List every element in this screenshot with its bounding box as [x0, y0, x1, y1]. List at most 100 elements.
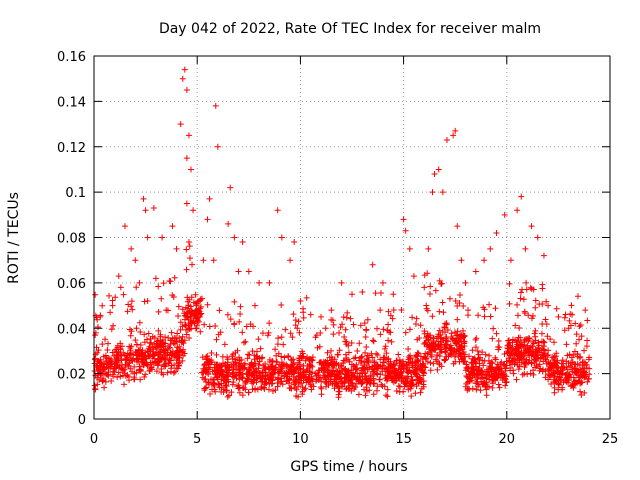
- data-point-cloud: [295, 318, 302, 325]
- data-point-cloud: [343, 386, 350, 393]
- data-point: [522, 245, 529, 252]
- data-point-cloud: [183, 246, 190, 253]
- data-point-cloud: [219, 353, 226, 360]
- data-point: [318, 313, 325, 320]
- data-point-cloud: [322, 378, 329, 385]
- data-point-cloud: [503, 379, 510, 386]
- data-point-cloud: [469, 385, 476, 392]
- data-point-cloud: [175, 365, 182, 372]
- data-point-cloud: [413, 383, 420, 390]
- data-point: [210, 257, 217, 264]
- data-point-cloud: [421, 364, 428, 371]
- data-point-cloud: [111, 369, 118, 376]
- data-point-cloud: [513, 376, 520, 383]
- data-point-cloud: [180, 346, 187, 353]
- data-point-cloud: [584, 378, 591, 385]
- data-point: [150, 205, 157, 212]
- data-point: [183, 200, 190, 207]
- y-tick-label: 0.04: [57, 322, 86, 337]
- data-point-cloud: [111, 352, 118, 359]
- data-point-cloud: [299, 348, 306, 355]
- data-point-cloud: [170, 340, 177, 347]
- data-point-cloud: [99, 377, 106, 384]
- data-point-cloud: [473, 363, 480, 370]
- data-point-cloud: [377, 356, 384, 363]
- data-point-cloud: [522, 360, 529, 367]
- data-point-cloud: [229, 381, 236, 388]
- data-point-cloud: [547, 365, 554, 372]
- data-point-cloud: [412, 321, 419, 328]
- data-point-cloud: [540, 358, 547, 365]
- data-point-cloud: [253, 379, 260, 386]
- data-point-cloud: [109, 349, 116, 356]
- data-point-cloud: [552, 353, 559, 360]
- data-point-cloud: [416, 374, 423, 381]
- data-point: [545, 302, 552, 309]
- data-point-cloud: [387, 312, 394, 319]
- data-point-cloud: [164, 369, 171, 376]
- data-point-cloud: [452, 340, 459, 347]
- data-point-cloud: [249, 386, 256, 393]
- data-point-cloud: [335, 394, 342, 401]
- data-point-cloud: [274, 383, 281, 390]
- data-point-cloud: [241, 360, 248, 367]
- data-point: [565, 325, 572, 332]
- data-point-cloud: [417, 389, 424, 396]
- data-point: [200, 257, 207, 264]
- data-point-cloud: [195, 318, 202, 325]
- data-point-cloud: [94, 381, 101, 388]
- data-point-cloud: [571, 348, 578, 355]
- data-point-cloud: [393, 357, 400, 364]
- data-point-cloud: [377, 307, 384, 314]
- data-point-cloud: [533, 362, 540, 369]
- data-point: [204, 216, 211, 223]
- data-point-cloud: [175, 351, 182, 358]
- data-point-cloud: [163, 352, 170, 359]
- data-point-cloud: [502, 376, 509, 383]
- x-tick-label: 15: [395, 432, 412, 447]
- data-point-cloud: [420, 369, 427, 376]
- data-point-cloud: [114, 374, 121, 381]
- data-point-cloud: [460, 327, 467, 334]
- data-point-cloud: [513, 347, 520, 354]
- data-point-cloud: [104, 340, 111, 347]
- data-point-cloud: [559, 357, 566, 364]
- data-point-cloud: [171, 340, 178, 347]
- data-point-cloud: [300, 377, 307, 384]
- data-point-cloud: [409, 362, 416, 369]
- data-point-cloud: [388, 338, 395, 345]
- data-point: [188, 166, 195, 173]
- data-point-cloud: [217, 329, 224, 336]
- data-point-cloud: [334, 351, 341, 358]
- data-point: [514, 207, 521, 214]
- data-point: [452, 127, 459, 134]
- data-point-cloud: [262, 381, 269, 388]
- data-point-cloud: [203, 356, 210, 363]
- data-point-cloud: [566, 351, 573, 358]
- data-point-cloud: [495, 343, 502, 350]
- data-point-cloud: [278, 334, 285, 341]
- data-point-cloud: [574, 293, 581, 300]
- data-point-cloud: [167, 278, 174, 285]
- data-point-cloud: [204, 301, 211, 308]
- data-point-cloud: [200, 365, 207, 372]
- data-point-cloud: [262, 361, 269, 368]
- data-point-cloud: [294, 325, 301, 332]
- data-point-cloud: [532, 297, 539, 304]
- data-point-cloud: [488, 364, 495, 371]
- data-point-cloud: [226, 392, 233, 399]
- data-point-cloud: [277, 366, 284, 373]
- data-point-cloud: [232, 349, 239, 356]
- data-point-cloud: [398, 368, 405, 375]
- data-point-cloud: [258, 385, 265, 392]
- data-point-cloud: [182, 304, 189, 311]
- data-point-cloud: [174, 330, 181, 337]
- data-point-cloud: [125, 301, 132, 308]
- data-point-cloud: [243, 323, 250, 330]
- data-point-cloud: [489, 384, 496, 391]
- data-point-cloud: [532, 304, 539, 311]
- data-point-cloud: [251, 352, 258, 359]
- data-point-cloud: [199, 354, 206, 361]
- data-point-cloud: [357, 377, 364, 384]
- data-point-cloud: [575, 367, 582, 374]
